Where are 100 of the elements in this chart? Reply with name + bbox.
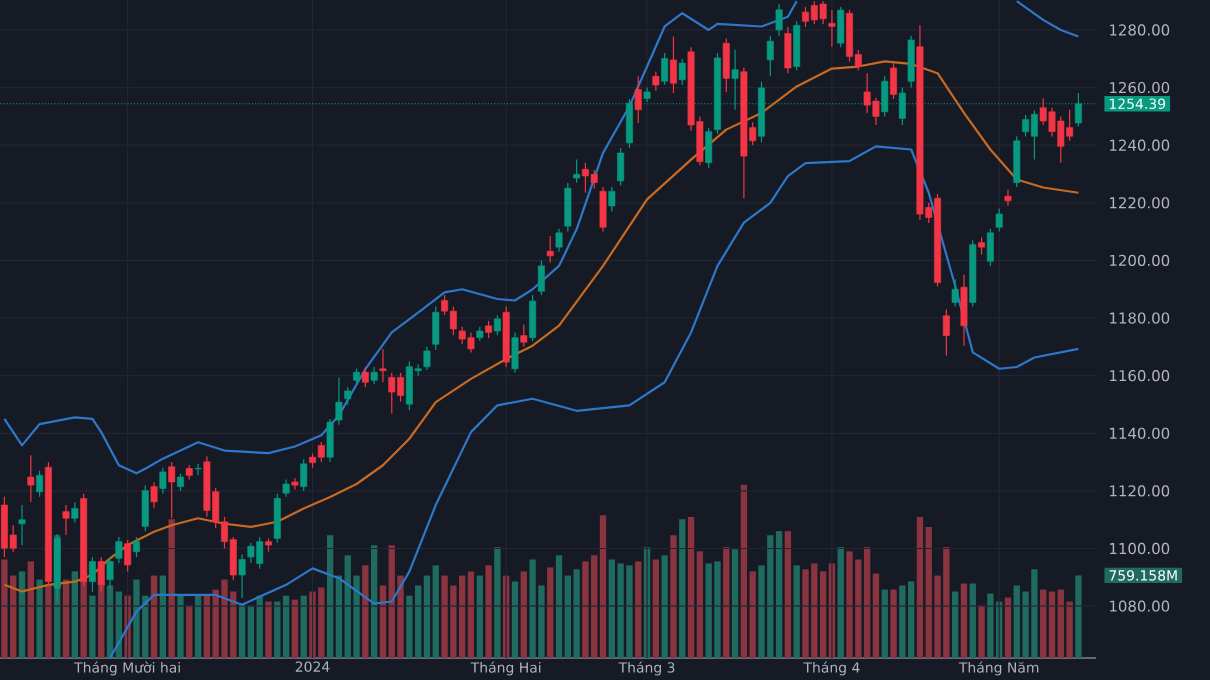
- candlestick: [960, 274, 968, 347]
- candlestick: [775, 3, 783, 37]
- candlestick: [141, 484, 149, 532]
- candlestick: [555, 228, 563, 253]
- bar: [987, 593, 994, 658]
- bar: [775, 531, 783, 658]
- candlestick: [995, 207, 1003, 233]
- candlestick: [652, 71, 660, 92]
- candlestick: [326, 418, 334, 463]
- candlestick: [27, 454, 35, 503]
- candlestick: [608, 186, 616, 213]
- bar: [731, 549, 739, 658]
- candlestick: [168, 461, 176, 519]
- line-series: [1015, 0, 1080, 38]
- bar: [635, 561, 642, 658]
- bar: [802, 569, 809, 658]
- candlestick: [617, 147, 625, 187]
- bar: [520, 571, 527, 658]
- bar: [274, 601, 281, 658]
- candlestick: [634, 75, 642, 124]
- bar: [890, 589, 897, 658]
- candlestick: [1013, 135, 1021, 188]
- bar: [837, 547, 844, 658]
- bar: [1075, 575, 1082, 658]
- bar: [89, 595, 96, 658]
- candlestick: [529, 294, 537, 342]
- bar: [168, 519, 175, 658]
- bar: [679, 519, 686, 658]
- candlestick: [828, 9, 836, 48]
- bar: [221, 579, 228, 658]
- candlestick: [837, 6, 845, 48]
- bar: [652, 559, 660, 658]
- bar: [784, 531, 792, 658]
- bar: [370, 545, 378, 658]
- candlestick: [273, 493, 281, 544]
- bar: [582, 561, 589, 658]
- bar: [1040, 589, 1047, 658]
- bar: [714, 561, 721, 658]
- bar: [723, 547, 730, 658]
- candlestick: [432, 305, 440, 351]
- candlestick: [573, 158, 581, 184]
- bar: [485, 565, 492, 658]
- candlestick: [88, 556, 96, 593]
- bar: [1004, 597, 1012, 658]
- candlestick: [564, 182, 572, 233]
- candlestick: [317, 441, 325, 463]
- bar: [362, 565, 369, 658]
- candlestick: [335, 376, 343, 426]
- candlestick: [599, 186, 607, 233]
- candlestick: [705, 127, 713, 169]
- bar: [159, 575, 167, 658]
- bar: [599, 515, 607, 658]
- candlestick: [1004, 188, 1012, 207]
- bar: [326, 535, 334, 658]
- candlestick: [361, 366, 369, 388]
- candlestick: [678, 58, 686, 86]
- bar: [494, 547, 501, 658]
- bar: [740, 484, 748, 658]
- candlestick: [449, 305, 457, 336]
- bar: [573, 569, 580, 658]
- candlestick: [942, 308, 950, 357]
- candlestick: [669, 35, 677, 94]
- bar: [291, 599, 299, 658]
- bar: [194, 595, 202, 658]
- bar: [265, 601, 272, 658]
- candlestick: [132, 536, 140, 558]
- line-series: [3, 0, 798, 475]
- bar: [793, 565, 800, 658]
- candlestick: [546, 235, 554, 264]
- candlestick: [115, 536, 123, 564]
- candlestick: [784, 26, 792, 74]
- bar: [687, 517, 695, 658]
- candlestick: [511, 331, 519, 374]
- candlestick: [986, 228, 994, 267]
- bar: [27, 561, 34, 658]
- bar: [71, 571, 78, 658]
- bar: [186, 605, 193, 658]
- bar: [133, 579, 140, 658]
- bar: [18, 571, 26, 658]
- candlestick: [493, 314, 501, 336]
- bar: [511, 581, 519, 658]
- candlestick: [590, 169, 598, 190]
- candlestick: [159, 467, 167, 495]
- candlestick: [62, 504, 70, 536]
- bar: [951, 591, 959, 658]
- candlestick: [951, 278, 959, 308]
- candlestick: [423, 346, 431, 371]
- candlestick: [537, 259, 545, 296]
- bar: [661, 555, 668, 658]
- bar: [670, 535, 677, 658]
- candlestick: [722, 37, 730, 93]
- candlestick: [766, 35, 774, 77]
- bar: [1048, 591, 1056, 658]
- candlestick: [18, 504, 26, 546]
- candlestick: [379, 348, 387, 383]
- bar: [960, 583, 968, 658]
- bar: [547, 567, 554, 658]
- bar: [881, 589, 888, 658]
- candlestick: [71, 501, 79, 524]
- candlestick: [1030, 110, 1038, 161]
